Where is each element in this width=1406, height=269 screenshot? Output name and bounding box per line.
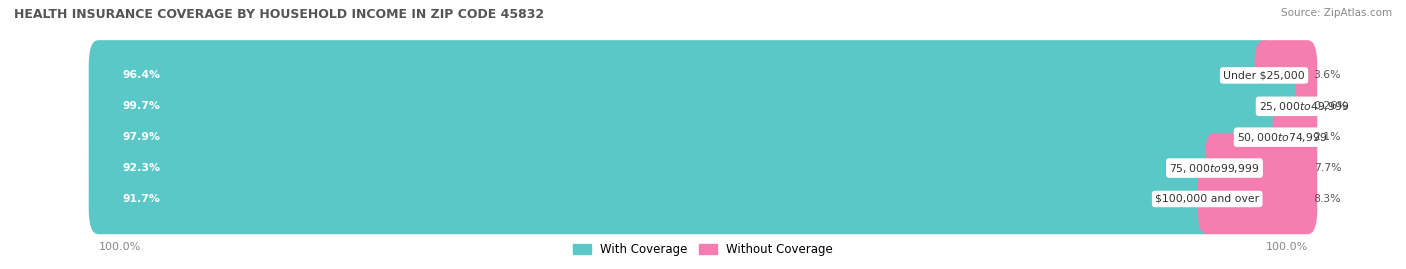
FancyBboxPatch shape xyxy=(89,40,1274,111)
FancyBboxPatch shape xyxy=(89,71,1313,141)
Text: 100.0%: 100.0% xyxy=(1265,242,1308,252)
Text: HEALTH INSURANCE COVERAGE BY HOUSEHOLD INCOME IN ZIP CODE 45832: HEALTH INSURANCE COVERAGE BY HOUSEHOLD I… xyxy=(14,8,544,21)
FancyBboxPatch shape xyxy=(89,102,1292,172)
FancyBboxPatch shape xyxy=(1254,40,1317,111)
Text: 2.1%: 2.1% xyxy=(1313,132,1341,142)
Text: 0.26%: 0.26% xyxy=(1313,101,1348,111)
FancyBboxPatch shape xyxy=(1295,71,1317,141)
Text: 7.7%: 7.7% xyxy=(1313,163,1341,173)
FancyBboxPatch shape xyxy=(89,102,1317,172)
FancyBboxPatch shape xyxy=(1198,164,1317,234)
Text: 99.7%: 99.7% xyxy=(122,101,160,111)
Text: 92.3%: 92.3% xyxy=(122,163,160,173)
FancyBboxPatch shape xyxy=(89,133,1225,203)
Legend: With Coverage, Without Coverage: With Coverage, Without Coverage xyxy=(568,238,838,260)
FancyBboxPatch shape xyxy=(89,40,1317,111)
FancyBboxPatch shape xyxy=(89,164,1317,234)
Text: 8.3%: 8.3% xyxy=(1313,194,1341,204)
Text: 96.4%: 96.4% xyxy=(122,70,160,80)
Text: $75,000 to $99,999: $75,000 to $99,999 xyxy=(1170,162,1260,175)
FancyBboxPatch shape xyxy=(1272,102,1317,172)
Text: 91.7%: 91.7% xyxy=(122,194,160,204)
Text: 100.0%: 100.0% xyxy=(98,242,141,252)
Text: $100,000 and over: $100,000 and over xyxy=(1156,194,1260,204)
FancyBboxPatch shape xyxy=(89,133,1317,203)
FancyBboxPatch shape xyxy=(89,164,1218,234)
FancyBboxPatch shape xyxy=(1205,133,1317,203)
Text: 97.9%: 97.9% xyxy=(122,132,160,142)
FancyBboxPatch shape xyxy=(89,71,1317,141)
Text: $50,000 to $74,999: $50,000 to $74,999 xyxy=(1237,131,1327,144)
Text: Source: ZipAtlas.com: Source: ZipAtlas.com xyxy=(1281,8,1392,18)
Text: Under $25,000: Under $25,000 xyxy=(1223,70,1305,80)
Text: $25,000 to $49,999: $25,000 to $49,999 xyxy=(1258,100,1350,113)
Text: 3.6%: 3.6% xyxy=(1313,70,1341,80)
